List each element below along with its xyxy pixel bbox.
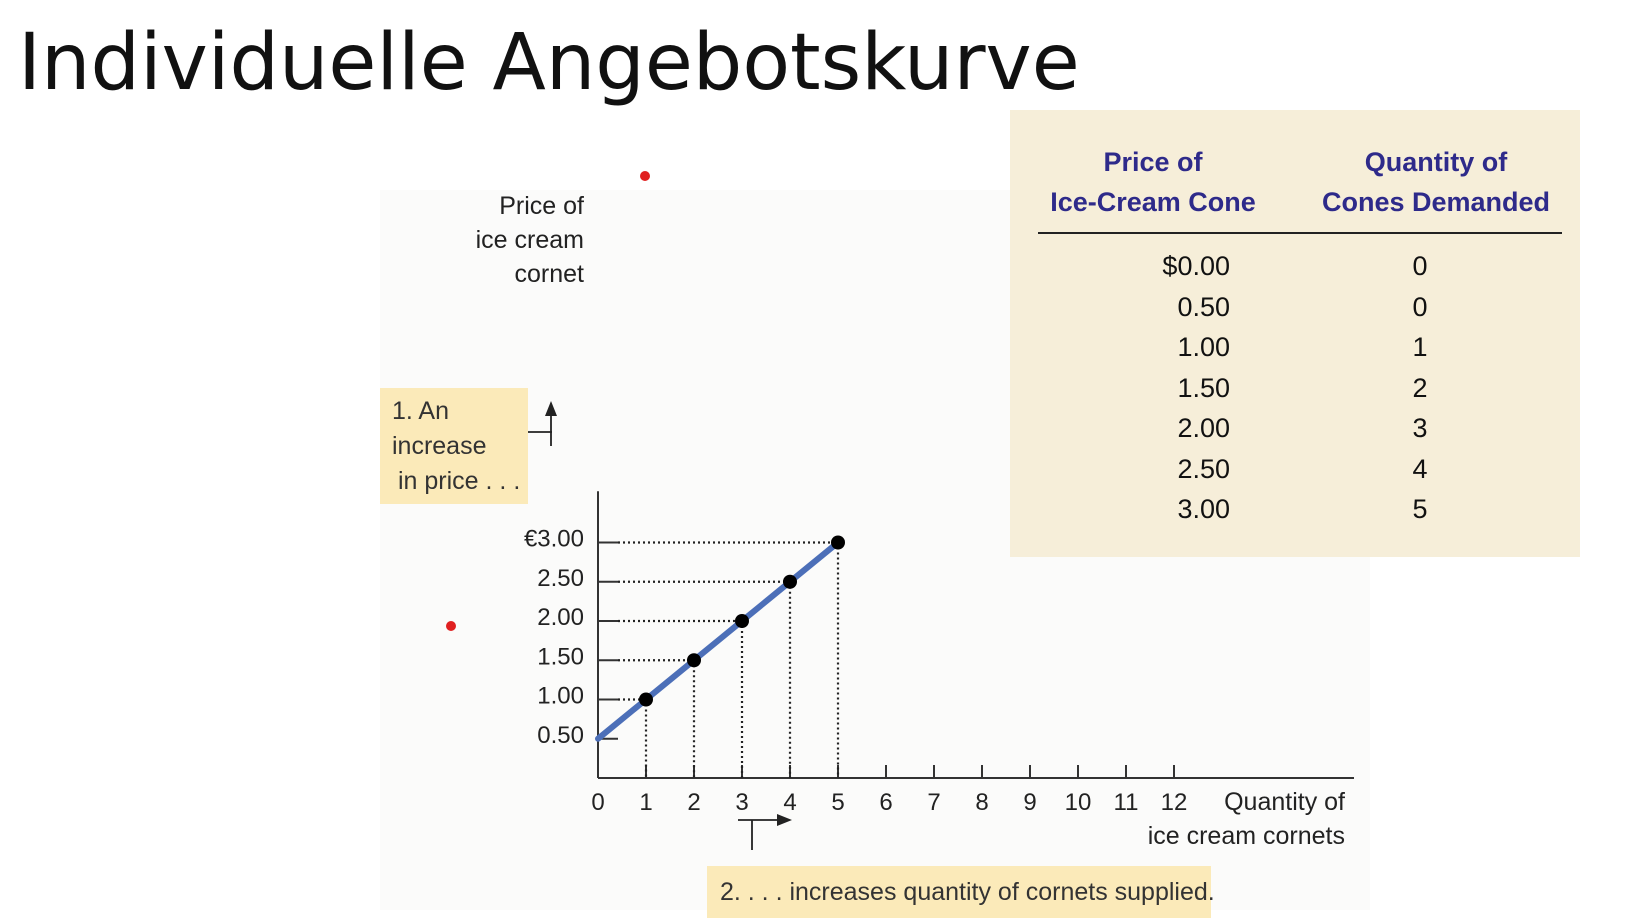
y-tick-label: €3.00 [524,526,584,553]
data-point [735,614,749,628]
x-tick-label: 1 [639,789,652,816]
header-line: Price of [1103,147,1203,177]
table-cell-price: 0.50 [1177,291,1230,322]
price-increase-annotation: 1. An increase in price . . . [380,388,528,504]
table-cell-price: 3.00 [1177,494,1230,524]
price-column: $0.00 0.50 1.00 1.50 2.00 2.50 3.00 [1070,246,1230,530]
y-tick-label: 1.00 [537,683,584,710]
supply-schedule-table: Price of Ice-Cream Cone Quantity of Cone… [1010,110,1580,557]
x-tick-label: 7 [927,789,940,816]
table-cell-quantity: 2 [1412,372,1428,403]
y-axis-label: ice cream [476,226,584,254]
table-cell-quantity: 1 [1412,332,1428,362]
header-line: Ice-Cream Cone [1050,187,1256,217]
quantity-column: 0 0 1 2 3 4 5 [1390,246,1450,530]
table-cell-quantity: 0 [1412,291,1428,322]
header-line: Cones Demanded [1321,187,1551,217]
header-line: Quantity of [1364,147,1508,177]
table-cell-quantity: 5 [1412,494,1428,524]
x-tick-label: 8 [975,789,988,816]
table-cell-price: 1.50 [1177,372,1230,403]
x-tick-label: 0 [591,789,604,816]
annotation-line: 1. An [392,397,449,425]
data-point [783,574,797,589]
table-cell-quantity: 4 [1412,453,1428,484]
x-tick-label: 6 [879,789,892,816]
table-cell-price: 2.50 [1177,453,1230,484]
x-tick-label: 5 [831,789,844,816]
table-header-quantity: Quantity of Cones Demanded [1301,142,1571,222]
table-cell-quantity: 0 [1412,251,1428,281]
table-header-rule [1038,232,1562,234]
x-tick-label: 12 [1161,789,1188,816]
data-point [639,692,653,707]
red-marker-dot [640,171,650,181]
x-tick-label: 10 [1065,789,1092,816]
annotation-line: in price . . . [398,467,521,495]
x-tick-label: 4 [783,789,796,816]
x-axis-label: Quantity of [1224,788,1345,816]
table-header-price: Price of Ice-Cream Cone [1025,142,1281,222]
supply-curve-line [595,539,841,742]
x-tick-label: 3 [735,789,748,816]
annotation-line: increase [392,432,487,460]
table-cell-price: $0.00 [1162,251,1230,281]
table-cell-price: 2.00 [1177,413,1230,443]
x-tick-label: 2 [687,789,700,816]
table-cell-quantity: 3 [1412,413,1428,443]
y-axis-label: cornet [515,260,585,288]
red-marker-dot [446,621,456,631]
slide-title: Individuelle Angebotskurve [18,18,1080,108]
y-tick-label: 2.50 [537,565,584,592]
x-tick-label: 9 [1023,789,1036,816]
y-tick-label: 1.50 [537,643,584,670]
y-axis-label: Price of [499,192,584,220]
quantity-increase-annotation: 2. . . . increases quantity of cornets s… [707,866,1215,918]
quantity-arrow-head [777,814,792,826]
data-point [687,653,701,668]
data-point [831,535,845,550]
x-axis-label: ice cream cornets [1148,822,1345,850]
table-cell-price: 1.00 [1177,332,1230,362]
y-tick-label: 2.00 [537,604,584,631]
x-tick-label: 11 [1114,789,1139,816]
price-arrow-head [545,401,557,416]
y-tick-label: 0.50 [537,722,584,749]
